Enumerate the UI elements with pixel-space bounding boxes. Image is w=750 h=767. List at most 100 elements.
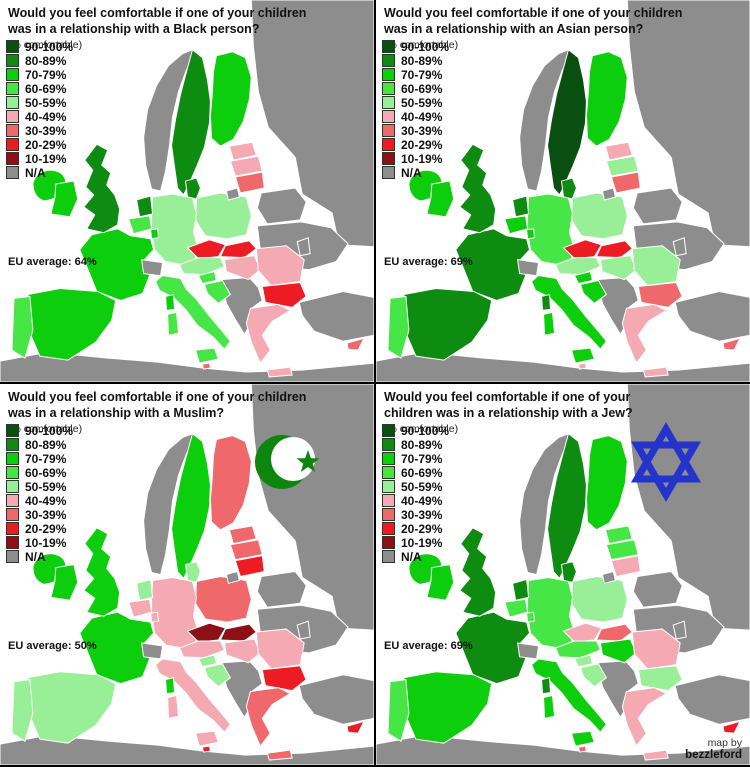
country-turkey [674, 674, 750, 725]
legend-item: 50-59% [6, 95, 73, 110]
country-finland [585, 435, 628, 531]
legend-swatch [382, 522, 395, 535]
country-austria [554, 257, 602, 276]
country-moldova [296, 620, 311, 640]
legend-label: 70-79% [401, 451, 443, 466]
eu-average-label: EU average: 50% [8, 640, 97, 652]
country-sardinia [543, 694, 556, 719]
legend-label: 50-59% [25, 95, 67, 110]
legend-label: 20-29% [25, 137, 67, 152]
country-turkey [674, 290, 750, 342]
country-romania [255, 628, 305, 670]
legend-swatch [382, 508, 395, 521]
country-portugal [387, 295, 410, 359]
legend-item: 30-39% [6, 124, 73, 138]
legend-item: 80-89% [382, 54, 449, 68]
country-cyprus [346, 337, 365, 351]
legend-label: 30-39% [25, 507, 67, 522]
legend-item: 80-89% [382, 438, 449, 452]
legend-label: 40-49% [25, 109, 67, 124]
legend-item: 60-69% [6, 82, 73, 96]
country-portugal [11, 295, 34, 359]
legend-item: 70-79% [382, 67, 449, 82]
legend-label: 10-19% [25, 151, 67, 166]
country-italy [530, 658, 608, 734]
country-spain [403, 671, 493, 744]
country-austria [178, 257, 226, 276]
country-hungary [599, 638, 637, 664]
legend-swatch [6, 494, 19, 507]
country-czech [186, 622, 227, 643]
country-switzerland [141, 259, 164, 277]
country-kaliningrad [601, 187, 616, 201]
legend-item: 20-29% [382, 522, 449, 536]
legend-swatch [382, 494, 395, 507]
legend-swatch [382, 54, 395, 67]
legend-swatch [6, 166, 19, 179]
country-denmark [560, 177, 577, 200]
country-finland [209, 51, 252, 147]
country-greece [245, 303, 292, 365]
legend-item: 30-39% [382, 508, 449, 522]
legend-item: 70-79% [382, 451, 449, 466]
legend-label: N/A [25, 165, 46, 180]
country-switzerland [517, 642, 540, 660]
country-france [79, 611, 155, 685]
legend-item: 70-79% [6, 452, 73, 466]
country-netherlands [512, 578, 530, 601]
country-greece [621, 303, 668, 365]
legend-label: 70-79% [25, 67, 67, 82]
country-germany [151, 576, 199, 649]
legend-label: 40-49% [401, 109, 443, 124]
country-turkey [298, 290, 374, 342]
country-poland [570, 192, 628, 240]
country-corsica [165, 677, 176, 695]
country-latvia [605, 539, 639, 561]
legend-swatch [382, 480, 395, 493]
legend-swatch [6, 508, 19, 521]
country-belgium [503, 215, 529, 235]
legend-swatch [382, 110, 395, 123]
legend-label: 40-49% [401, 493, 443, 508]
eu-average-label: EU average: 64% [8, 256, 97, 268]
islam-crescent-star-icon [255, 435, 320, 489]
country-france [455, 228, 531, 301]
country-greece [245, 687, 292, 748]
legend-label: 90-100% [25, 423, 74, 438]
legend-item: 10-19% [382, 536, 449, 550]
legend-item: 50-59% [382, 480, 449, 494]
legend-swatch [382, 40, 395, 53]
country-hungary [599, 255, 637, 281]
country-cyprus [346, 720, 365, 734]
country-slovenia [573, 270, 594, 285]
legend-label: 70-79% [401, 67, 443, 82]
legend-item: 10-19% [6, 151, 73, 166]
legend-item: 40-49% [382, 493, 449, 508]
country-netherlands [512, 195, 530, 218]
legend-item: 40-49% [6, 494, 73, 508]
country-bulgaria [261, 665, 307, 692]
legend-swatch [6, 40, 19, 53]
country-poland [194, 192, 252, 240]
legend-label: 90-100% [401, 39, 450, 54]
legend-swatch [6, 96, 19, 109]
country-germany [527, 193, 575, 266]
legend-label: 60-69% [25, 465, 67, 480]
country-lithuania [610, 171, 641, 194]
legend-item: 20-29% [6, 137, 73, 152]
map-credit: map by bezzleford [685, 737, 742, 762]
map-panel-black-person: Would you feel comfortable if one of you… [0, 0, 374, 382]
legend: 90-100% 80-89% 70-79% 60-69% 50-59% 40-49% 30-… [6, 423, 74, 564]
legend-swatch [382, 96, 395, 109]
country-kaliningrad [225, 187, 240, 201]
legend-swatch [382, 82, 395, 95]
country-belarus [256, 570, 307, 608]
country-hungary [223, 255, 261, 281]
legend: 90-100% 80-89% 70-79% 60-69% 50-59% 40-49% 30-… [382, 39, 450, 180]
legend-item: 30-39% [6, 507, 73, 522]
country-slovakia [595, 240, 634, 259]
legend-item: N/A [382, 166, 449, 180]
country-cyprus [722, 337, 741, 351]
legend-item: 80-89% [6, 54, 73, 68]
